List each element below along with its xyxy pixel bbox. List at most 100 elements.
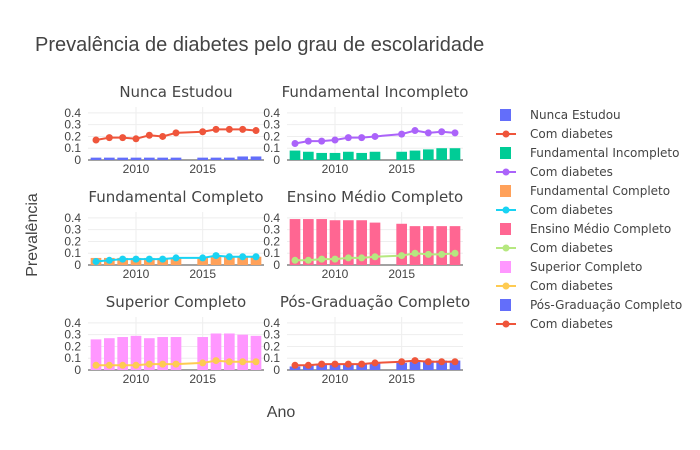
bar [170, 257, 182, 265]
bar [423, 226, 434, 265]
y-tick-label: 0.2 [263, 234, 280, 248]
line-point [371, 359, 379, 367]
bar [423, 360, 434, 370]
line-point [172, 129, 180, 137]
y-axis-title: Prevalência [24, 193, 41, 277]
y-tick-label: 0.4 [263, 106, 280, 120]
legend-item-bar[interactable]: Fundamental Completo [500, 184, 670, 198]
y-tick-label: 0.1 [263, 246, 280, 260]
line-point [344, 134, 352, 142]
bar [224, 333, 235, 370]
legend-label: Com diabetes [530, 241, 613, 255]
line-point [225, 125, 233, 133]
line-point [199, 254, 207, 262]
subplot-6: 00.10.20.30.4 2010 2015 Pós-Graduação Compl… [263, 293, 470, 386]
line-point [105, 134, 113, 142]
legend-item-line[interactable]: Com diabetes [496, 127, 613, 141]
bar [449, 226, 461, 265]
bar [369, 151, 381, 160]
line-point [252, 127, 260, 135]
line-point [438, 358, 446, 366]
bar [423, 149, 434, 160]
legend-label: Com diabetes [530, 279, 613, 293]
bar [409, 226, 421, 265]
x-tick-label: 2015 [388, 372, 415, 386]
line-point [438, 250, 446, 258]
legend-item-bar[interactable]: Pós-Graduação Completo [500, 298, 682, 312]
x-tick-label: 2015 [189, 267, 216, 281]
bar [224, 256, 235, 265]
line-point [199, 128, 207, 136]
line-point [119, 361, 127, 369]
bar [210, 157, 222, 160]
line-point [411, 357, 419, 365]
bar [237, 256, 248, 265]
legend-label: Superior Completo [530, 260, 642, 274]
line-point [451, 129, 459, 137]
bar [396, 151, 407, 160]
line-point [132, 135, 140, 143]
bar [250, 156, 262, 160]
line-point [318, 137, 326, 145]
legend-item-line[interactable]: Com diabetes [496, 279, 613, 293]
line-point [291, 361, 299, 369]
line-point [225, 358, 233, 366]
bar [250, 335, 262, 370]
bar [436, 226, 447, 265]
subplot-title: Pós-Graduação Completo [280, 293, 470, 311]
line-point [199, 359, 207, 367]
line-point [411, 127, 419, 135]
chart-title: Prevalência de diabetes pelo grau de esc… [35, 34, 484, 56]
legend-label: Fundamental Incompleto [530, 146, 679, 160]
line-point [358, 134, 366, 142]
legend-item-bar[interactable]: Fundamental Incompleto [500, 146, 679, 160]
x-tick-label: 2015 [388, 162, 415, 176]
legend-item-line[interactable]: Com diabetes [496, 241, 613, 255]
legend-swatch-marker [502, 168, 510, 176]
line-point [159, 255, 167, 263]
line-point [424, 358, 432, 366]
y-tick-label: 0.2 [64, 339, 81, 353]
bar [104, 338, 115, 370]
legend-item-line[interactable]: Com diabetes [496, 203, 613, 217]
line-point [318, 360, 326, 368]
line-point [344, 254, 352, 262]
line-point [398, 252, 406, 260]
line-point [331, 360, 339, 368]
legend-label: Com diabetes [530, 203, 613, 217]
legend-item-bar[interactable]: Nunca Estudou [500, 108, 621, 122]
line-point [358, 360, 366, 368]
line-point [239, 358, 247, 366]
bar [117, 337, 128, 370]
legend-item-bar[interactable]: Ensino Médio Completo [500, 222, 671, 236]
legend-item-line[interactable]: Com diabetes [496, 317, 613, 331]
subplot-4: 00.10.20.30.4 2010 2015 Ensino Médio Comple… [263, 188, 463, 281]
line-point [92, 136, 100, 144]
bar [197, 257, 208, 265]
y-tick-label: 0.3 [64, 328, 81, 342]
bar [157, 157, 168, 160]
bar [289, 219, 301, 265]
legend-item-bar[interactable]: Superior Completo [500, 260, 642, 274]
bar [329, 220, 341, 265]
y-tick-label: 0.4 [64, 106, 81, 120]
bar [356, 152, 367, 160]
y-tick-label: 0.3 [263, 328, 280, 342]
legend[interactable]: Nunca Estudou Com diabetes Fundamental Inc… [496, 108, 682, 331]
bar [316, 219, 327, 265]
legend-item-line[interactable]: Com diabetes [496, 165, 613, 179]
legend-swatch-bar [500, 299, 511, 311]
bar [197, 337, 208, 370]
line-point [424, 129, 432, 137]
legend-swatch-bar [500, 185, 511, 197]
bar [369, 362, 381, 370]
line-point [105, 256, 113, 264]
line-point [331, 255, 339, 263]
line-point [304, 137, 312, 145]
line-point [318, 255, 326, 263]
line-point [291, 140, 299, 148]
line-point [225, 253, 233, 261]
line-point [159, 360, 167, 368]
bar [197, 157, 208, 160]
